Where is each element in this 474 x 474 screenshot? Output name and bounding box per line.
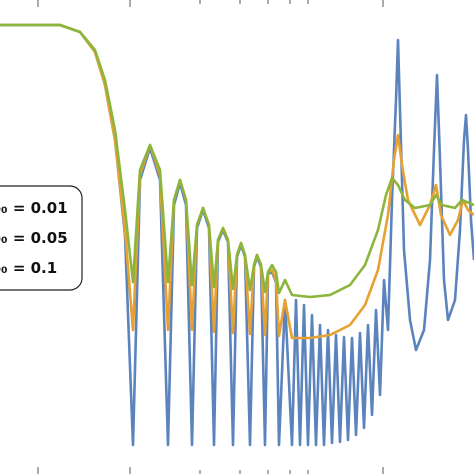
legend-box (0, 185, 83, 291)
frame-ticks (37, 0, 384, 474)
legend-label: ω₀ = 0.05 (0, 229, 68, 247)
legend: ω₀ = 0.01 ω₀ = 0.05 ω₀ = 0.1 (0, 185, 83, 291)
plot (0, 23, 474, 447)
series-line (0, 23, 474, 299)
legend-label: ω₀ = 0.1 (0, 259, 57, 277)
legend-label: ω₀ = 0.01 (0, 199, 68, 217)
